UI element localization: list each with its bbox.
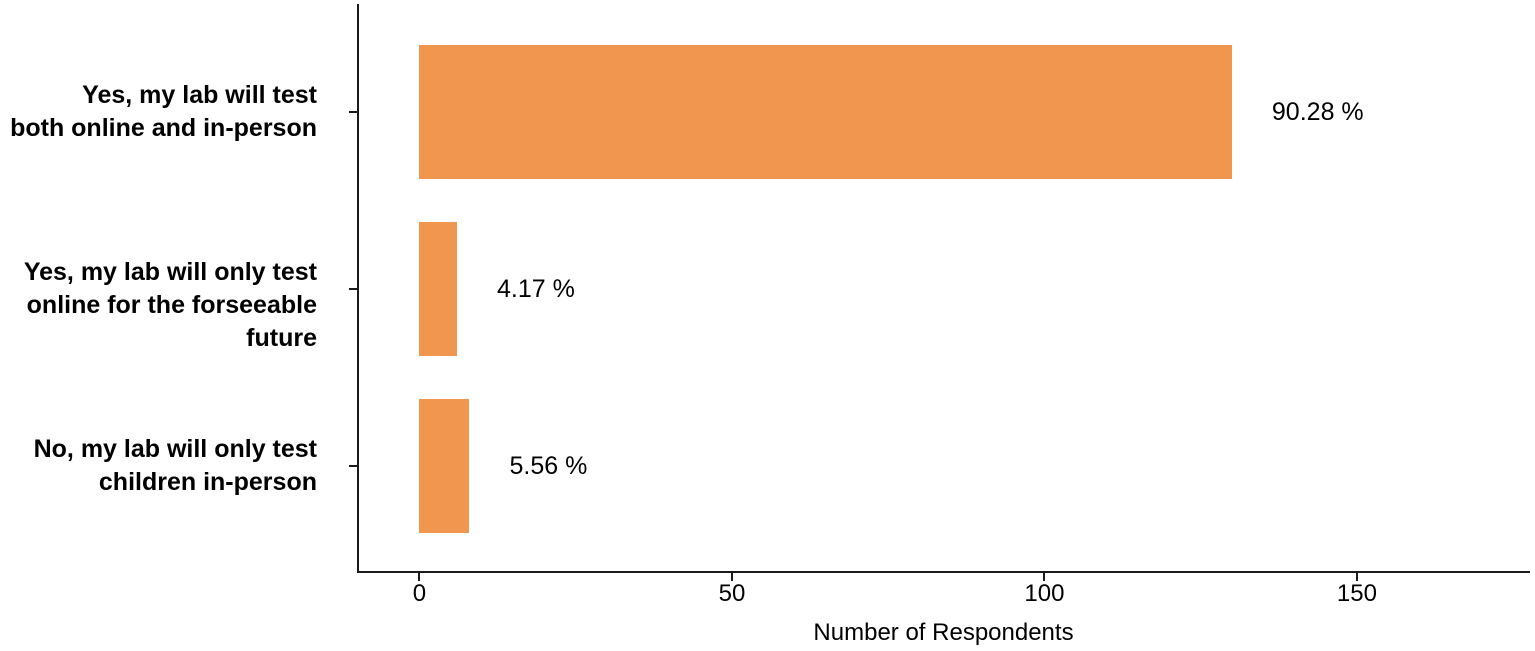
x-axis-tick-label: 100 xyxy=(1024,580,1065,607)
bar-value-label: 4.17 % xyxy=(496,275,575,303)
x-axis-tick-label: 150 xyxy=(1336,580,1377,607)
x-axis-tick xyxy=(730,573,733,581)
y-axis-tick xyxy=(349,288,357,290)
bar xyxy=(419,45,1232,179)
category-label: Yes, my lab will test both online and in… xyxy=(10,81,317,142)
bar-value-label: 90.28 % xyxy=(1271,98,1364,126)
category-label: Yes, my lab will only test online for th… xyxy=(23,258,317,352)
x-axis-tick xyxy=(418,573,421,581)
bar xyxy=(419,222,457,356)
plot-area xyxy=(357,4,1530,573)
x-axis-tick-label: 50 xyxy=(718,580,746,607)
category-label: No, my lab will only test children in-pe… xyxy=(33,435,317,496)
x-axis-tick xyxy=(1043,573,1046,581)
bar-value-label: 5.56 % xyxy=(509,452,588,480)
x-axis-tick-label: 0 xyxy=(412,580,427,607)
y-axis-tick xyxy=(349,465,357,467)
x-axis-tick xyxy=(1355,573,1358,581)
x-axis-title: Number of Respondents xyxy=(813,619,1074,646)
y-axis-tick xyxy=(349,111,357,113)
bar xyxy=(419,399,470,533)
